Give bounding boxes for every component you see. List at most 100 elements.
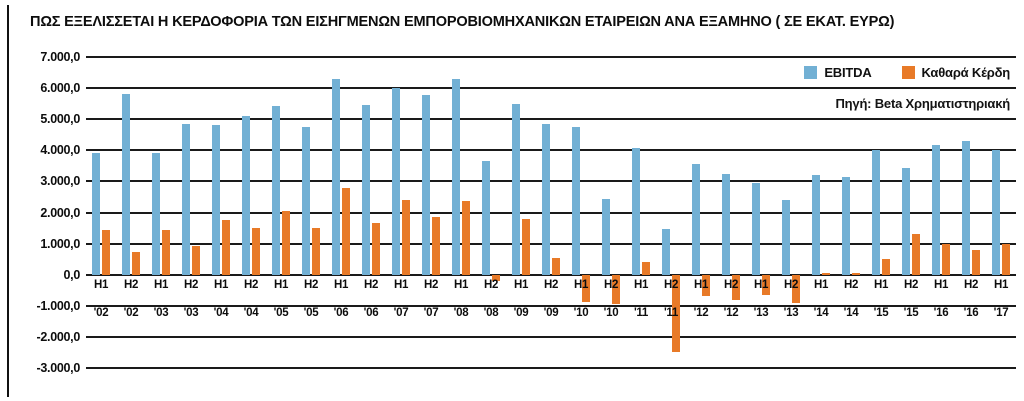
net-profit-bar bbox=[492, 274, 500, 281]
bar-group: H1 '02 bbox=[86, 57, 116, 368]
gridline bbox=[86, 118, 1016, 121]
net-profit-bar bbox=[702, 274, 710, 297]
x-axis-year-label: '02 bbox=[123, 307, 139, 319]
net-profit-bar bbox=[852, 273, 860, 275]
net-profit-bar bbox=[642, 262, 650, 275]
ebitda-bar bbox=[722, 174, 730, 275]
x-axis-half-label: H2 bbox=[123, 279, 139, 291]
x-axis-year-label: '13 bbox=[783, 307, 799, 319]
bar-group: H2 '06 bbox=[356, 57, 386, 368]
x-axis-half-label: H1 bbox=[633, 279, 649, 291]
x-axis-half-label: H1 bbox=[273, 279, 289, 291]
gridline bbox=[86, 304, 1016, 307]
x-axis-half-label: H1 bbox=[93, 279, 109, 291]
net-profit-bar bbox=[342, 187, 350, 275]
net-profit-bar bbox=[552, 257, 560, 275]
y-axis-tick-label: 0,0 bbox=[63, 267, 81, 282]
bar-group: H1 '06 bbox=[326, 57, 356, 368]
x-axis-half-label: H1 bbox=[153, 279, 169, 291]
legend-label-ebitda: EBITDA bbox=[824, 64, 872, 80]
ebitda-bar bbox=[302, 126, 310, 275]
x-axis-half-label: H2 bbox=[243, 279, 259, 291]
ebitda-bar bbox=[422, 94, 430, 275]
net-profit-bar bbox=[192, 246, 200, 275]
net-profit-bar bbox=[222, 220, 230, 275]
ebitda-bar bbox=[662, 229, 670, 275]
x-axis-half-label: H1 bbox=[453, 279, 469, 291]
x-axis-year-label: '07 bbox=[393, 307, 409, 319]
ebitda-bar bbox=[902, 168, 910, 275]
gridline bbox=[86, 367, 1016, 369]
x-axis-year-label: '12 bbox=[693, 307, 709, 319]
y-axis-tick-label: -1.000,0 bbox=[36, 298, 81, 313]
legend-label-net-profit: Καθαρά Κέρδη bbox=[921, 64, 1011, 80]
y-axis-tick-label: 1.000,0 bbox=[40, 236, 80, 251]
x-axis-half-label: H1 bbox=[333, 279, 349, 291]
x-axis-year-label: '05 bbox=[303, 307, 319, 319]
x-axis-half-label: H1 bbox=[513, 279, 529, 291]
ebitda-bar bbox=[632, 147, 640, 275]
bar-group: H2 '02 bbox=[116, 57, 146, 368]
bar-group: H1 '13 bbox=[746, 57, 776, 368]
x-axis-year-label: '04 bbox=[213, 307, 229, 319]
gridline bbox=[86, 335, 1016, 338]
x-axis-year-label: '16 bbox=[933, 307, 949, 319]
x-axis-year-label: '15 bbox=[903, 307, 919, 319]
ebitda-bar bbox=[92, 153, 100, 275]
bar-group: H1 '10 bbox=[566, 57, 596, 368]
x-axis-year-label: '08 bbox=[483, 307, 499, 319]
ebitda-bar bbox=[482, 160, 490, 275]
y-axis-tick-label: -2.000,0 bbox=[36, 329, 81, 344]
x-axis-year-label: '16 bbox=[963, 307, 979, 319]
net-profit-bar bbox=[522, 219, 530, 275]
y-axis-tick-label: 2.000,0 bbox=[40, 205, 80, 220]
x-axis-half-label: H2 bbox=[183, 279, 199, 291]
legend: EBITDA Καθαρά Κέρδη bbox=[800, 60, 1014, 84]
x-axis-year-label: '14 bbox=[813, 307, 829, 319]
source-text: Πηγή: Beta Χρηματιστηριακή bbox=[831, 91, 1014, 115]
ebitda-bar bbox=[812, 175, 820, 275]
x-axis-year-label: '09 bbox=[543, 307, 559, 319]
x-axis-year-label: '12 bbox=[723, 307, 739, 319]
x-axis-year-label: '02 bbox=[93, 307, 109, 319]
bar-group: H2 '16 bbox=[956, 57, 986, 368]
x-axis-half-label: H1 bbox=[573, 279, 589, 291]
ebitda-bar bbox=[212, 125, 220, 275]
bar-group: H1 '04 bbox=[206, 57, 236, 368]
x-axis-half-label: H2 bbox=[303, 279, 319, 291]
bar-group: H2 '03 bbox=[176, 57, 206, 368]
bar-group: H1 '12 bbox=[686, 57, 716, 368]
y-axis-tick-label: 3.000,0 bbox=[40, 174, 80, 189]
bar-group: H2 '12 bbox=[716, 57, 746, 368]
x-axis-year-label: '13 bbox=[753, 307, 769, 319]
chart-title: ΠΩΣ ΕΞΕΛΙΣΣΕΤΑΙ Η ΚΕΡΔΟΦΟΡΙΑ ΤΩΝ ΕΙΣΗΓΜΕ… bbox=[30, 13, 895, 30]
x-axis-year-label: '07 bbox=[423, 307, 439, 319]
x-axis-year-label: '08 bbox=[453, 307, 469, 319]
ebitda-bar bbox=[362, 105, 370, 275]
x-axis-year-label: '05 bbox=[273, 307, 289, 319]
bar-group: H1 '09 bbox=[506, 57, 536, 368]
net-profit-bar bbox=[462, 201, 470, 275]
x-axis-half-label: H2 bbox=[723, 279, 739, 291]
x-axis-year-label: '04 bbox=[243, 307, 259, 319]
ebitda-bar bbox=[992, 150, 1000, 275]
net-profit-bar bbox=[312, 228, 320, 275]
net-profit-bar bbox=[102, 230, 110, 275]
bar-group: H1 '15 bbox=[866, 57, 896, 368]
x-axis-year-label: '03 bbox=[183, 307, 199, 319]
x-axis-half-label: H1 bbox=[693, 279, 709, 291]
bar-group: H2 '07 bbox=[416, 57, 446, 368]
gridline bbox=[86, 87, 1016, 90]
legend-item-ebitda: EBITDA bbox=[804, 64, 872, 80]
bar-group: H1 '05 bbox=[266, 57, 296, 368]
net-profit-bar bbox=[132, 251, 140, 275]
gridline bbox=[86, 273, 1016, 276]
x-axis-half-label: H1 bbox=[933, 279, 949, 291]
x-axis-half-label: H2 bbox=[423, 279, 439, 291]
x-axis-half-label: H2 bbox=[843, 279, 859, 291]
x-axis-half-label: H1 bbox=[993, 279, 1009, 291]
ebitda-bar bbox=[782, 199, 790, 275]
gridline bbox=[86, 56, 1016, 58]
x-axis-year-label: '09 bbox=[513, 307, 529, 319]
